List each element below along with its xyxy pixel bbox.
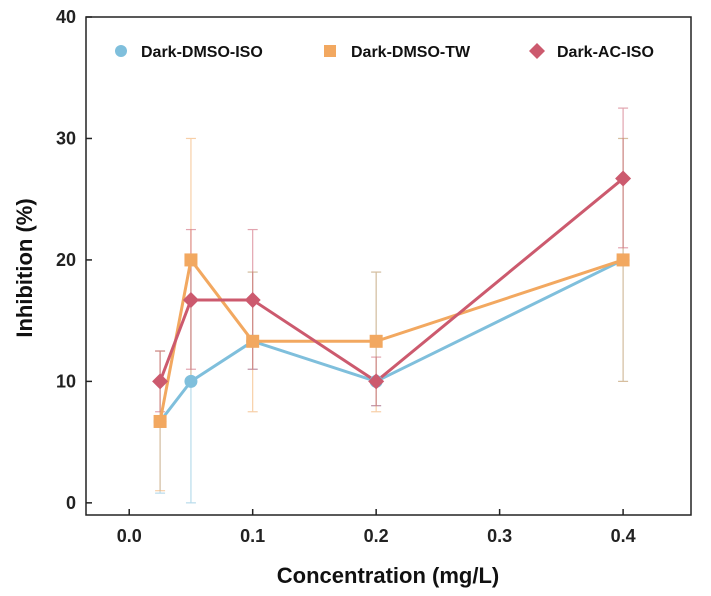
data-point [152, 373, 169, 390]
y-tick-label: 30 [56, 128, 76, 148]
y-tick-label: 20 [56, 250, 76, 270]
legend-marker-dark-dmso-iso [115, 45, 127, 57]
data-point [182, 292, 199, 309]
legend-marker-dark-dmso-tw [324, 45, 336, 57]
x-tick-label: 0.0 [117, 526, 142, 546]
legend-label-dark-dmso-tw: Dark-DMSO-TW [351, 44, 471, 61]
data-point [616, 253, 630, 267]
x-tick-label: 0.1 [240, 526, 265, 546]
axis-ticks: 0.0 0.1 0.2 0.3 0.4 0 10 20 30 40 [56, 7, 636, 546]
x-axis-title: Concentration (mg/L) [277, 563, 499, 588]
data-point [615, 170, 632, 187]
x-tick-label: 0.2 [364, 526, 389, 546]
legend-label-dark-dmso-iso: Dark-DMSO-ISO [141, 44, 263, 61]
x-tick-label: 0.3 [487, 526, 512, 546]
legend-label-dark-ac-iso: Dark-AC-ISO [557, 44, 654, 61]
data-point [246, 334, 260, 348]
legend-marker-dark-ac-iso [529, 43, 545, 59]
series-line [158, 177, 625, 383]
y-tick-label: 0 [66, 493, 76, 513]
data-point [184, 374, 198, 388]
data-point [153, 414, 167, 428]
plot-frame [85, 16, 692, 516]
series-lines [158, 177, 625, 423]
data-point [368, 373, 385, 390]
data-point [244, 292, 261, 309]
data-point [369, 334, 383, 348]
x-tick-label: 0.4 [611, 526, 636, 546]
legend: Dark-DMSO-ISO Dark-DMSO-TW Dark-AC-ISO [115, 43, 654, 61]
data-point [184, 253, 198, 267]
series-line [158, 258, 624, 422]
y-axis-title: Inhibition (%) [12, 198, 37, 337]
y-tick-label: 10 [56, 371, 76, 391]
series-markers [152, 170, 632, 428]
y-tick-label: 40 [56, 7, 76, 27]
